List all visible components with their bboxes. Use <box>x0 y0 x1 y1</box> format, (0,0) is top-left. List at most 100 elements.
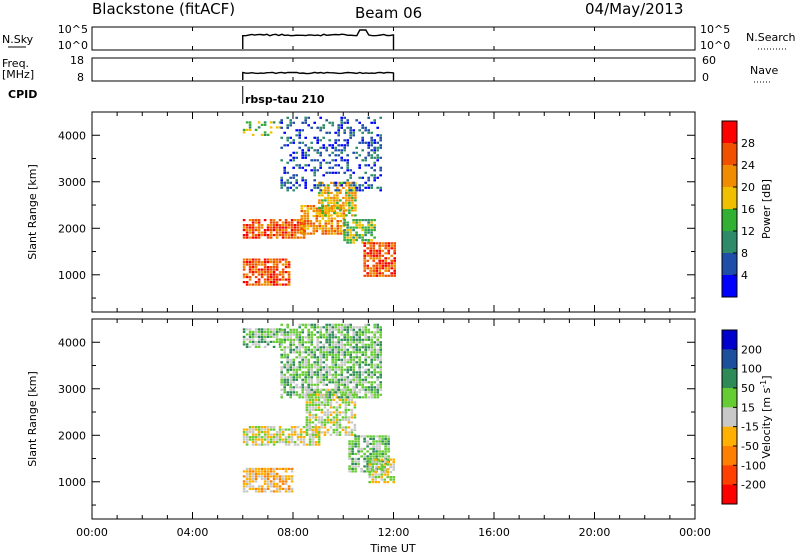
heatmap-cell <box>361 366 364 369</box>
heatmap-cell <box>335 396 339 399</box>
heatmap-cell <box>287 490 291 493</box>
heatmap-cell <box>286 361 289 364</box>
heatmap-cell <box>307 391 310 394</box>
heatmap-cell <box>317 408 321 411</box>
heatmap-cell <box>346 236 349 239</box>
heatmap-cell <box>343 221 346 224</box>
heatmap-cell <box>284 263 288 266</box>
heatmap-cell <box>301 388 304 391</box>
heatmap-cell <box>278 273 282 276</box>
heatmap-cell <box>245 477 249 480</box>
heatmap-cell <box>318 211 321 214</box>
heatmap-cell <box>358 176 361 179</box>
heatmap-cell <box>381 437 384 440</box>
heatmap-cell <box>355 391 358 394</box>
heatmap-cell <box>289 381 292 384</box>
heatmap-cell <box>283 381 286 384</box>
heatmap-cell <box>324 206 327 209</box>
heatmap-cell <box>322 159 325 162</box>
heatmap-cell <box>280 146 283 149</box>
heatmap-cell <box>321 199 324 202</box>
heatmap-cell <box>358 331 361 334</box>
heatmap-cell <box>367 331 370 334</box>
heatmap-cell <box>275 263 279 266</box>
heatmap-cell <box>275 477 279 480</box>
heatmap-cell <box>331 363 334 366</box>
heatmap-cell <box>310 159 313 162</box>
heatmap-cell <box>333 209 336 212</box>
heatmap-cell <box>332 411 336 414</box>
heatmap-cell <box>292 358 295 361</box>
heatmap-cell <box>248 477 252 480</box>
heatmap-cell <box>314 443 318 446</box>
heatmap-cell <box>269 436 273 439</box>
heatmap-cell <box>367 368 370 371</box>
heatmap-cell <box>361 139 364 142</box>
heatmap-cell <box>328 166 331 169</box>
heatmap-cell <box>307 346 310 349</box>
heatmap-cell <box>364 126 367 129</box>
heatmap-cell <box>339 232 343 235</box>
heatmap-cell <box>378 274 381 277</box>
heatmap-cell <box>278 475 282 478</box>
heatmap-cell <box>378 435 381 438</box>
heatmap-cell <box>346 366 349 369</box>
heatmap-cell <box>334 383 337 386</box>
heatmap-cell <box>349 131 352 134</box>
heatmap-cell <box>242 258 246 261</box>
heatmap-cell <box>336 199 339 202</box>
y-tick-label: 3000 <box>58 176 86 189</box>
heatmap-cell <box>358 356 361 359</box>
heatmap-cell <box>346 386 349 389</box>
heatmap-cell <box>376 176 379 179</box>
heatmap-cell <box>254 330 258 333</box>
heatmap-cell <box>335 426 339 429</box>
heatmap-cell <box>304 336 307 339</box>
heatmap-cell <box>257 433 261 436</box>
freq-label: Freq. <box>2 57 29 70</box>
heatmap-cell <box>381 452 384 455</box>
heatmap-cell <box>275 234 279 237</box>
heatmap-cell <box>373 119 376 122</box>
heatmap-cell <box>302 431 306 434</box>
heatmap-cell <box>367 186 370 189</box>
heatmap-cell <box>380 468 383 471</box>
heatmap-cell <box>339 220 343 223</box>
heatmap-cell <box>353 401 357 404</box>
heatmap-cell <box>339 215 343 218</box>
heatmap-cell <box>379 383 382 386</box>
heatmap-cell <box>331 373 334 376</box>
heatmap-cell <box>331 124 334 127</box>
heatmap-cell <box>339 227 343 230</box>
heatmap-cell <box>338 403 342 406</box>
heatmap-cell <box>334 149 337 152</box>
heatmap-cell <box>281 231 285 234</box>
heatmap-cell <box>289 363 292 366</box>
heatmap-cell <box>296 236 300 239</box>
heatmap-cell <box>347 403 351 406</box>
heatmap-cell <box>336 191 339 194</box>
heatmap-cell <box>348 209 351 212</box>
heatmap-cell <box>248 276 252 279</box>
heatmap-cell <box>275 231 279 234</box>
heatmap-cell <box>248 338 252 341</box>
heatmap-cell <box>242 335 246 338</box>
heatmap-cell <box>295 338 298 341</box>
heatmap-cell <box>331 146 334 149</box>
heatmap-cell <box>326 408 330 411</box>
heatmap-cell <box>275 433 279 436</box>
heatmap-cell <box>345 184 348 187</box>
heatmap-cell <box>373 343 376 346</box>
heatmap-cell <box>376 356 379 359</box>
heatmap-cell <box>367 348 370 351</box>
heatmap-cell <box>338 398 342 401</box>
heatmap-cell <box>248 123 252 126</box>
heatmap-cell <box>346 351 349 354</box>
heatmap-cell <box>281 221 285 224</box>
heatmap-cell <box>272 467 276 470</box>
heatmap-cell <box>323 431 327 434</box>
heatmap-cell <box>310 351 313 354</box>
heatmap-cell <box>327 232 331 235</box>
nsky-right-tick-bottom: 10^0 <box>700 39 730 52</box>
heatmap-cell <box>248 436 252 439</box>
